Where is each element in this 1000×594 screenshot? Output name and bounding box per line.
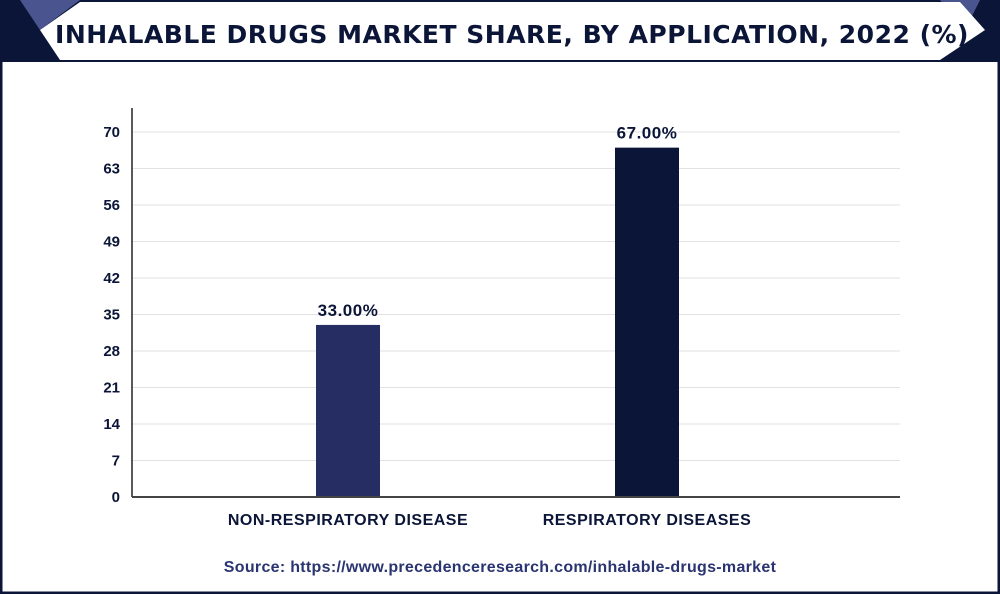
x-tick-label: RESPIRATORY DISEASES [543,512,752,529]
bar [316,324,380,497]
y-tick-label: 49 [103,234,120,251]
header-left-accent [20,0,80,30]
y-tick-label: 28 [103,343,120,360]
y-tick-label: 56 [103,197,120,214]
y-tick-label: 7 [112,453,120,470]
chart-title: INHALABLE DRUGS MARKET SHARE, BY APPLICA… [55,20,969,49]
x-tick-label: NON-RESPIRATORY DISEASE [228,512,468,529]
header-banner [40,2,985,60]
data-label: 33.00% [318,301,379,320]
y-tick-label: 0 [112,489,120,506]
y-tick-label: 35 [103,307,120,324]
bar [615,147,679,497]
data-label: 67.00% [617,124,678,143]
header-left-corner [0,0,62,62]
y-tick-label: 21 [103,380,120,397]
y-tick-label: 70 [103,124,120,141]
y-tick-label: 42 [103,270,120,287]
y-tick-label: 14 [103,416,120,433]
source-text: Source: https://www.precedenceresearch.c… [224,559,777,576]
y-tick-label: 63 [103,161,120,178]
